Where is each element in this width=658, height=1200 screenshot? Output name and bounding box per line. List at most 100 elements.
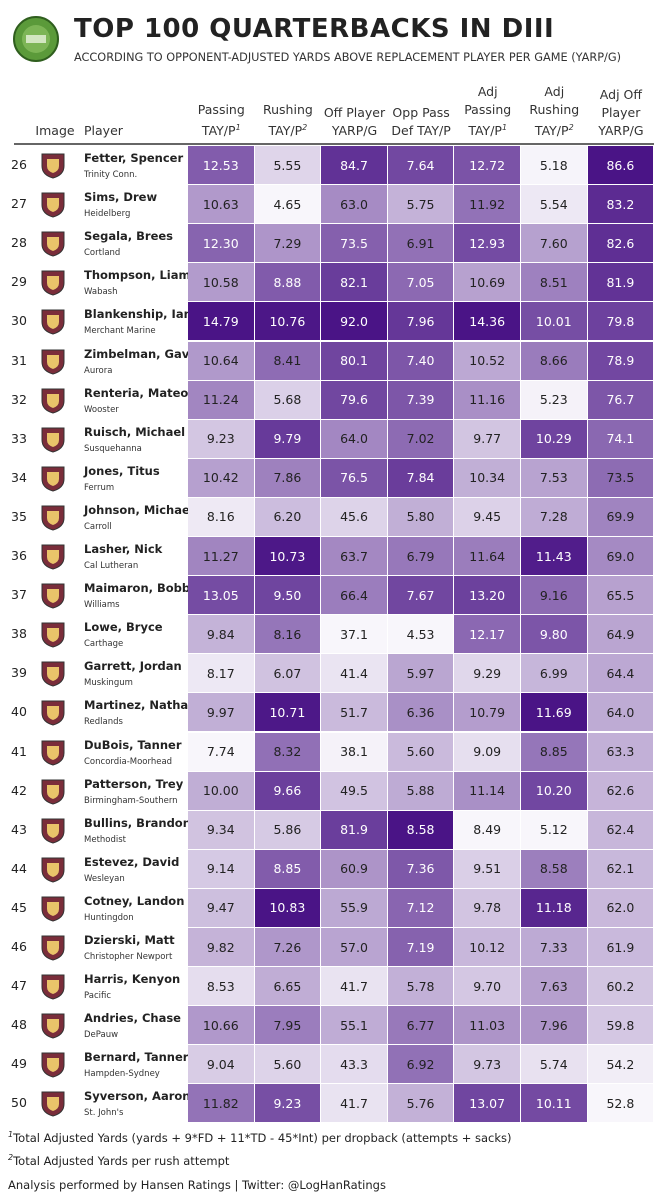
header-text: Passing — [197, 101, 245, 117]
stat-cell: 9.23 — [254, 1084, 321, 1123]
stat-cell: 63.3 — [587, 732, 654, 771]
stat-cell: 9.78 — [454, 888, 520, 927]
player-name: Zimbelman, Gavin — [84, 346, 202, 361]
header-text: Adj — [544, 83, 565, 99]
stat-cell: 83.2 — [587, 185, 654, 224]
stat-cell: 59.8 — [587, 1006, 654, 1045]
stat-cell: 9.82 — [188, 928, 254, 967]
stat-cell: 9.50 — [254, 576, 321, 615]
stat-cell: 5.60 — [387, 732, 454, 771]
header-text: TAY/P — [268, 123, 303, 138]
header-line: Passing — [454, 101, 521, 119]
stat-cell: 13.20 — [454, 576, 520, 615]
stat-cell: 10.71 — [254, 693, 321, 732]
stat-cell: 7.05 — [387, 263, 454, 302]
footnote-text: Total Adjusted Yards (yards + 9*FD + 11*… — [13, 1130, 512, 1145]
table-body: 26 Fetter, Spencer Trinity Conn. 12.53 5.55 8… — [0, 146, 658, 1126]
stat-cell: 11.24 — [188, 380, 254, 419]
stat-cell: 55.9 — [321, 888, 387, 927]
table-row: 41 DuBois, Tanner Concordia-Moorhead 7.74 8.… — [0, 732, 658, 772]
column-header: Passing TAY/P1 — [188, 101, 255, 140]
stat-cell: 8.85 — [254, 849, 321, 888]
stat-cell: 12.17 — [454, 615, 520, 654]
stat-cell: 10.63 — [188, 185, 254, 224]
stat-cell: 10.29 — [521, 419, 587, 458]
stat-cell: 7.12 — [387, 888, 454, 927]
school-name: Trinity Conn. — [84, 170, 138, 180]
header-line: Adj Off — [588, 86, 655, 104]
column-header: Adj Passing TAY/P1 — [454, 83, 521, 140]
stat-cell: 81.9 — [321, 810, 387, 849]
stat-cell: 7.28 — [521, 497, 587, 536]
stat-cell: 7.29 — [254, 224, 321, 263]
school-name: Hampden-Sydney — [84, 1069, 160, 1080]
stat-cell: 10.73 — [254, 537, 321, 576]
stat-cell: 43.3 — [321, 1045, 387, 1084]
school-name: Concordia-Moorhead — [84, 756, 173, 767]
stat-cell: 74.1 — [587, 419, 654, 458]
header-text: TAY/P — [534, 123, 569, 138]
table-row: 38 Lowe, Bryce Carthage 9.84 8.16 37.1 4.53 12.… — [0, 615, 658, 654]
stat-cell: 5.75 — [387, 185, 454, 224]
player-name: Martinez, Nathan — [84, 698, 197, 713]
stat-cell: 81.9 — [587, 263, 654, 302]
stat-cell: 9.45 — [454, 497, 520, 536]
school-name: Carroll — [84, 521, 112, 532]
stat-cell: 5.12 — [521, 810, 587, 849]
stat-cell: 49.5 — [321, 771, 387, 810]
school-name: Wabash — [84, 287, 118, 298]
stat-cell: 10.76 — [254, 302, 321, 341]
table-row: 48 Andries, Chase DePauw 10.66 7.95 55.1 6.77 1… — [0, 1006, 658, 1045]
team-logo — [41, 622, 65, 648]
stat-cell: 12.30 — [188, 224, 254, 263]
rank: 37 — [11, 587, 27, 603]
stat-cell: 9.77 — [454, 419, 520, 458]
team-logo — [41, 818, 65, 844]
stat-cell: 12.93 — [454, 224, 520, 263]
player-name: Jones, Titus — [84, 463, 160, 478]
stat-cell: 7.60 — [521, 224, 587, 263]
header-line: TAY/P1 — [454, 119, 521, 140]
stat-cell: 5.74 — [521, 1045, 587, 1084]
stat-cell: 13.05 — [188, 576, 254, 615]
stat-cell: 6.79 — [387, 537, 454, 576]
stat-cell: 9.70 — [454, 967, 520, 1006]
header-text: Opp Pass — [392, 105, 450, 120]
stat-cell: 5.54 — [521, 185, 587, 224]
rank: 41 — [11, 743, 27, 759]
footnote-mark: 2 — [8, 1153, 14, 1162]
rank: 50 — [11, 1095, 27, 1111]
school-name: Merchant Marine — [84, 326, 156, 337]
team-logo — [41, 1013, 65, 1039]
header-image: Image — [35, 123, 75, 138]
stat-cell: 6.65 — [254, 967, 321, 1006]
stat-cell: 12.72 — [454, 146, 520, 185]
header-line: Adj — [454, 83, 521, 101]
stat-cell: 82.1 — [321, 263, 387, 302]
footnote: 2Total Adjusted Yards per rush attempt — [8, 1153, 229, 1168]
stat-cell: 8.53 — [188, 967, 254, 1006]
stat-cell: 64.4 — [587, 654, 654, 693]
stat-cell: 10.01 — [521, 302, 587, 341]
stat-cell: 9.47 — [188, 888, 254, 927]
school-name: Huntingdon — [84, 912, 134, 923]
stat-cell: 65.5 — [587, 576, 654, 615]
stat-cell: 76.7 — [587, 380, 654, 419]
stat-cell: 63.0 — [321, 185, 387, 224]
header-line: Rushing — [521, 101, 588, 119]
rank: 42 — [11, 782, 27, 798]
table-row: 42 Patterson, Trey Birmingham-Southern 10.0… — [0, 771, 658, 811]
team-logo — [41, 427, 65, 453]
stat-cell: 9.79 — [254, 419, 321, 458]
stat-cell: 10.20 — [521, 771, 587, 810]
team-logo — [41, 231, 65, 257]
stat-cell: 8.16 — [188, 497, 254, 536]
header-line: Off Player — [321, 104, 388, 122]
stat-cell: 8.17 — [188, 654, 254, 693]
stat-cell: 8.32 — [254, 732, 321, 771]
stat-cell: 10.64 — [188, 341, 254, 380]
stat-cell: 41.4 — [321, 654, 387, 693]
stat-cell: 6.77 — [387, 1006, 454, 1045]
rank: 38 — [11, 626, 27, 642]
team-logo — [41, 1052, 65, 1078]
